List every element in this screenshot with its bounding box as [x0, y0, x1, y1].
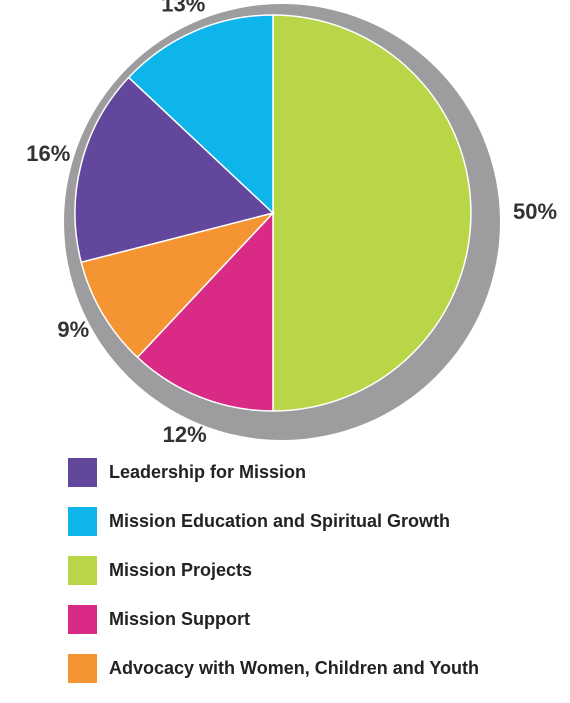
legend-item-advocacy: Advocacy with Women, Children and Youth — [68, 654, 479, 683]
legend-label: Mission Projects — [109, 560, 253, 580]
legend-label: Mission Support — [109, 609, 250, 629]
legend-swatch — [68, 654, 97, 683]
slice-percent-label: 9% — [57, 317, 89, 342]
legend-item-mission-education: Mission Education and Spiritual Growth — [68, 507, 479, 536]
slice-percent-label: 12% — [163, 422, 207, 447]
pie-slice-mission-projects — [272, 14, 472, 412]
legend-item-mission-support: Mission Support — [68, 605, 479, 634]
pie-percent-labels: 50% 12% 9% 16% 13% — [26, 0, 557, 447]
legend-swatch — [68, 605, 97, 634]
pie-slice-mission-education-and-spiritual-growth — [127, 14, 274, 215]
slice-percent-label: 16% — [26, 141, 70, 166]
chart-legend: Leadership for Mission Mission Education… — [68, 458, 479, 703]
legend-label: Advocacy with Women, Children and Youth — [109, 658, 480, 678]
legend-swatch — [68, 458, 97, 487]
pie-slice-advocacy-with-women-children-and-youth — [80, 211, 276, 359]
pie-chart: 50% 12% 9% 16% 13% — [26, 0, 557, 447]
legend-item-mission-projects: Mission Projects — [68, 556, 479, 585]
legend-label: Leadership for Mission — [109, 462, 307, 482]
slice-percent-label: 50% — [513, 199, 557, 224]
legend-item-leadership-for-mission: Leadership for Mission — [68, 458, 479, 487]
legend-label: Mission Education and Spiritual Growth — [109, 511, 451, 531]
slice-percent-label: 13% — [161, 0, 205, 16]
pie-slice-mission-support — [136, 211, 274, 412]
legend-swatch — [68, 507, 97, 536]
legend-swatch — [68, 556, 97, 585]
pie-slices — [74, 14, 472, 412]
pie-slice-leadership-for-mission — [74, 76, 275, 264]
